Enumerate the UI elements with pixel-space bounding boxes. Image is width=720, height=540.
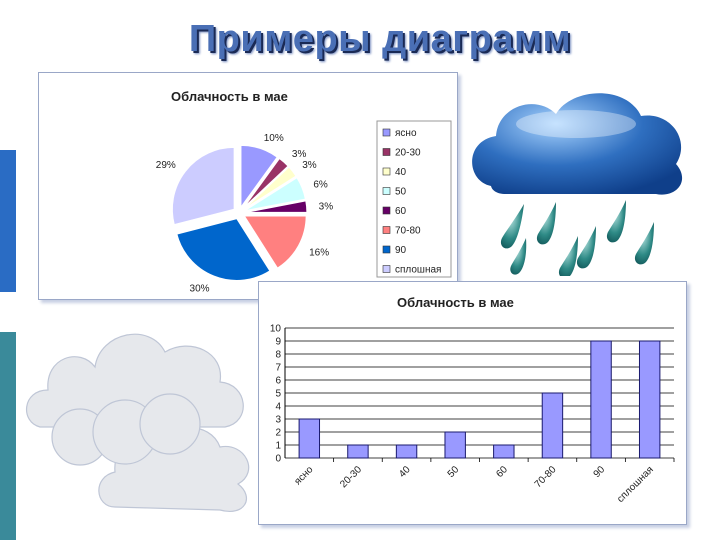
pie-legend-swatch-5 (382, 226, 391, 234)
bar-7 (638, 340, 661, 459)
bar-y-tick-3: 3 (275, 415, 281, 426)
bar-y-tick-4: 4 (275, 402, 281, 413)
bar-chart: 0 1 2 3 4 5 6 7 8 9 10 ясно 20-30 40 50 60 70-80 90 сплошн… (270, 324, 675, 505)
pie-legend-label-0: ясно (395, 128, 417, 139)
pie-slice-5 (243, 215, 307, 270)
pie-legend-label-3: 50 (395, 187, 407, 198)
pie-chart: 10%3%3%6%3%16%30%29%ясно20-3040506070-80… (156, 120, 452, 294)
bar-y-tick-1: 1 (275, 441, 281, 452)
bar-y-tick-0: 0 (275, 454, 281, 465)
pie-legend-label-5: 70-80 (395, 226, 421, 237)
pie-legend-label-4: 60 (395, 206, 407, 217)
bar-x-tick-6: 90 (592, 464, 608, 480)
bar-x-tick-1: 20-30 (338, 464, 364, 490)
pie-chart-panel: Облачность в мае 10% 3% 3% 6% 3% 16% 30% 29% ясн… (38, 72, 458, 300)
pie-legend-swatch-2 (382, 167, 391, 176)
bar-y-tick-9: 9 (275, 337, 281, 348)
bar-6 (590, 340, 612, 459)
bar-x-tick-2: 40 (397, 464, 413, 480)
bar-1 (347, 444, 369, 459)
pie-data-label-2: 3% (302, 160, 317, 171)
bar-chart-title: Облачность в мае (397, 295, 514, 310)
bar-x-tick-7: сплошная (615, 464, 656, 505)
pie-legend-label-2: 40 (395, 167, 407, 178)
pie-data-label-4: 3% (319, 201, 334, 212)
left-accent-segment-white (0, 292, 16, 332)
bar-4 (493, 444, 515, 459)
pie-slice-3 (244, 176, 307, 212)
pie-data-label-7: 29% (156, 160, 176, 171)
bar-x-tick-3: 50 (446, 464, 462, 480)
pie-slice-4 (244, 200, 308, 214)
pie-legend-swatch-0 (382, 128, 391, 137)
pie-chart-title: Облачность в мае (171, 89, 288, 104)
pie-slice-2 (243, 166, 297, 210)
left-accent-segment-teal (0, 332, 16, 540)
bar-5 (541, 392, 564, 459)
bar-x-tick-0: ясно (292, 464, 315, 487)
bar-0 (298, 418, 321, 459)
pie-data-label-0: 10% (264, 133, 284, 144)
bar-y-tick-6: 6 (275, 376, 281, 387)
pie-legend-swatch-3 (382, 187, 391, 195)
bar-y-tick-2: 2 (275, 428, 281, 439)
bar-y-tick-10: 10 (270, 324, 282, 335)
bar-x-tick-5: 70-80 (533, 464, 559, 490)
pie-legend-label-6: 90 (395, 245, 407, 256)
rain-cloud-icon (472, 93, 683, 276)
pie-legend-label-1: 20-30 (395, 148, 421, 159)
pie-data-label-5: 16% (309, 248, 329, 259)
pie-slice-0 (240, 144, 279, 210)
bar-y-tick-8: 8 (275, 350, 281, 361)
pie-data-label-1: 3% (292, 149, 307, 160)
slide-title: Примеры диаграмм (188, 18, 572, 60)
bar-y-tick-5: 5 (275, 389, 281, 400)
left-accent-segment-blue (0, 150, 16, 292)
pie-data-label-6: 30% (190, 283, 210, 294)
pie-legend-swatch-1 (382, 148, 391, 156)
pie-slice-7 (171, 146, 235, 226)
pie-slice-1 (242, 157, 290, 209)
pie-legend-swatch-7 (382, 265, 391, 273)
bar-3 (444, 431, 466, 459)
pie-data-label-3: 6% (313, 180, 328, 191)
bar-y-tick-7: 7 (275, 363, 281, 374)
left-accent-bar (0, 0, 16, 540)
pie-legend-swatch-6 (382, 245, 391, 254)
pie-legend-label-7: сплошная (395, 265, 441, 276)
bar-chart-panel: Облачность в мае 0 1 2 3 4 5 6 7 8 9 10 ясно 20-30 40… (258, 281, 687, 525)
bar-2 (395, 444, 418, 459)
bar-x-tick-4: 60 (494, 464, 510, 480)
pie-legend: ясно 20-30 40 50 60 70-80 90 сплошная (376, 120, 452, 278)
grey-clouds-icon (25, 333, 250, 512)
pie-legend-swatch-4 (382, 206, 391, 215)
pie-slice-6 (176, 217, 271, 282)
